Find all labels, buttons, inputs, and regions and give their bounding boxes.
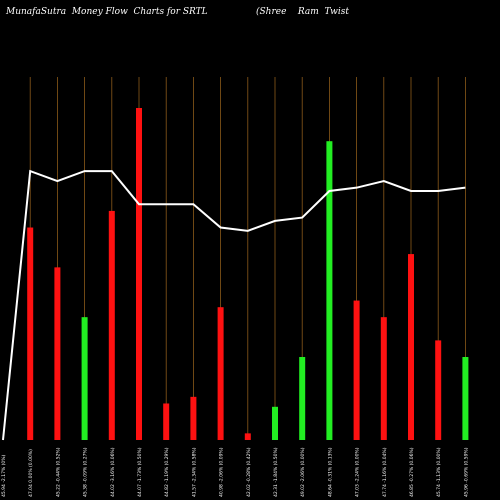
price-line <box>2 169 466 441</box>
x-tick-label: 45.38 -0.09% (0.27%) <box>83 447 89 497</box>
money-flow-bar <box>217 307 224 440</box>
money-flow-bar <box>108 210 115 440</box>
money-flow-bar <box>353 300 360 440</box>
x-tick-label: 47.04 0.00% (0.00%) <box>28 449 34 497</box>
money-flow-bar <box>272 406 278 440</box>
money-flow-bar <box>462 357 469 440</box>
money-flow-bar <box>244 433 251 440</box>
x-tick-label: 45.74 -1.13% (0.00%) <box>436 447 442 497</box>
money-flow-bar <box>136 108 142 440</box>
chart-title: MunafaSutra Money Flow Charts for SRTL <box>6 7 208 17</box>
x-tick-label: 42.31 -1.84% (0.50%) <box>273 447 279 497</box>
x-tick-label: 44.02 -3.16% (0.06%) <box>110 447 116 497</box>
money-flow-bar <box>299 357 306 440</box>
money-flow-bar <box>408 254 414 440</box>
x-tick-label: 45.96 -0.69% (0.59%) <box>463 447 469 497</box>
x-tick-label: 41.57 -2.34% (0.58%) <box>191 447 197 497</box>
x-tick-label: 46.85 -0.27% (0.06%) <box>409 447 415 497</box>
x-tick-label: 47.03 -2.24% (0.00%) <box>355 447 361 497</box>
x-tick-label: 45.22 -0.44% (0.52%) <box>55 447 61 497</box>
x-tick-label: 44.82 -1.19% (0.29%) <box>164 447 170 497</box>
money-flow-bar <box>435 340 442 440</box>
chart-subtitle: (Shree Ram Twist <box>256 7 349 17</box>
money-flow-bar <box>81 317 88 440</box>
x-tick-label: 48.64 -0.31% (0.13%) <box>327 447 333 497</box>
x-tick-label: 44.07 -1.73% (0.50%) <box>137 447 143 497</box>
money-flow-bar <box>380 317 387 440</box>
money-flow-bar <box>190 396 197 440</box>
money-flow-bar <box>27 227 34 440</box>
money-flow-bar <box>163 403 170 440</box>
x-tick-label: 42.02 -0.28% (0.42%) <box>246 447 252 497</box>
money-flow-bar <box>54 267 61 440</box>
x-tick-label: 49.02 -2.06% (0.00%) <box>300 447 306 497</box>
x-tick-label: 45.94 -2.17% (0%) <box>1 454 7 497</box>
money-flow-bar <box>326 141 333 440</box>
x-tick-label: 47.74 -1.16% (0.04%) <box>382 447 388 497</box>
x-tick-label: 40.98 -2.06% (0.09%) <box>219 447 225 497</box>
